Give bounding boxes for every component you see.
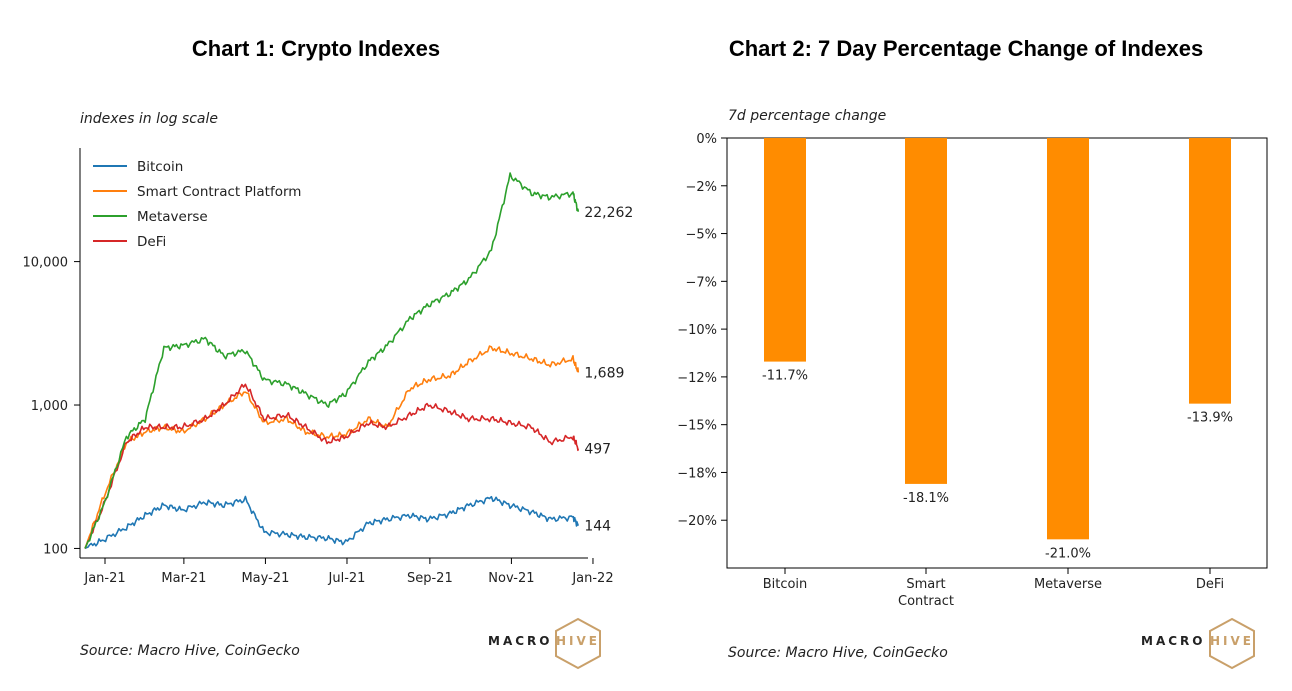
bar-bitcoin	[764, 138, 806, 362]
y-tick-label: −15%	[677, 419, 717, 434]
macrohive-logo-left: MACRO HIVE	[488, 617, 601, 670]
y-tick-label: −20%	[677, 514, 717, 529]
hexagon-icon	[555, 617, 601, 670]
category-label-metaverse: Metaverse	[1034, 577, 1102, 592]
line-metaverse	[84, 172, 580, 549]
value-label-bitcoin: -11.7%	[762, 369, 808, 384]
brand-hive-text: HIVE	[556, 634, 600, 648]
y-tick-label: 10,000	[23, 256, 69, 271]
y-tick-label: −12%	[677, 371, 717, 386]
chart1-x-ticks: Jan-21 Mar-21 May-21 Jul-21 Sep-21 Nov-21 Jan-…	[83, 558, 614, 586]
chart2-category-labels: Bitcoin Smart Contract Metaverse DeFi	[763, 568, 1224, 609]
chart2-value-labels: -11.7% -18.1% -21.0% -13.9%	[762, 369, 1233, 562]
y-tick-label: −2%	[685, 180, 717, 195]
x-tick-label: Jan-21	[83, 571, 125, 586]
chart2-bars	[764, 138, 1231, 540]
end-label-smart-contract-platform: 1,689	[584, 365, 624, 381]
chart1: Chart 1: Crypto Indexes indexes in log s…	[23, 36, 633, 670]
chart1-subtitle: indexes in log scale	[80, 111, 218, 127]
legend-label-smart-contract: Smart Contract Platform	[137, 184, 301, 200]
bar-defi	[1189, 138, 1231, 404]
line-defi	[84, 383, 580, 549]
chart2-plot-frame	[726, 137, 1268, 569]
chart2-title: Chart 2: 7 Day Percentage Change of Inde…	[729, 36, 1203, 61]
y-tick-label: 0%	[696, 132, 717, 147]
y-tick-label: 100	[43, 542, 68, 557]
brand-hive-text: HIVE	[1210, 634, 1254, 648]
line-bitcoin	[84, 495, 580, 550]
value-label-metaverse: -21.0%	[1045, 546, 1091, 561]
x-tick-label: Jul-21	[328, 571, 366, 586]
x-tick-label: Nov-21	[488, 571, 534, 586]
x-tick-label: Sep-21	[407, 571, 453, 586]
category-label-bitcoin: Bitcoin	[763, 577, 808, 592]
brand-macro-text: MACRO	[1141, 634, 1205, 648]
category-label-smart-contract: Smart Contract	[898, 577, 954, 609]
x-tick-label: Jan-22	[571, 571, 613, 586]
legend-label-metaverse: Metaverse	[137, 209, 208, 225]
end-label-bitcoin: 144	[584, 519, 611, 535]
chart2: Chart 2: 7 Day Percentage Change of Inde…	[677, 36, 1268, 670]
category-label-defi: DeFi	[1196, 577, 1224, 592]
chart2-y-ticks: 0% −2% −5% −7% −10% −12% −15% −18% −20%	[677, 132, 727, 529]
value-label-smart-contract: -18.1%	[903, 491, 949, 506]
x-tick-label: May-21	[241, 571, 289, 586]
x-tick-label: Mar-21	[161, 571, 206, 586]
bar-metaverse	[1047, 138, 1089, 540]
y-tick-label: −5%	[685, 228, 717, 243]
chart1-series	[84, 172, 580, 550]
y-tick-label: −18%	[677, 466, 717, 481]
y-tick-label: −10%	[677, 323, 717, 338]
end-label-metaverse: 22,262	[584, 205, 633, 221]
chart1-legend: Bitcoin Smart Contract Platform Metavers…	[93, 159, 301, 250]
legend-label-defi: DeFi	[137, 234, 166, 250]
y-tick-label: 1,000	[31, 399, 68, 414]
end-label-defi: 497	[584, 442, 611, 458]
chart1-y-ticks: 100 1,000 10,000	[23, 256, 80, 557]
value-label-defi: -13.9%	[1187, 411, 1233, 426]
brand-macro-text: MACRO	[488, 634, 552, 648]
chart1-end-labels: 144 1,689 497 22,262	[584, 205, 633, 535]
chart2-subtitle: 7d percentage change	[728, 108, 886, 124]
chart1-title: Chart 1: Crypto Indexes	[192, 36, 440, 61]
chart1-source: Source: Macro Hive, CoinGecko	[80, 643, 300, 659]
macrohive-logo-right: MACRO HIVE	[1141, 617, 1255, 670]
hexagon-icon	[1209, 617, 1255, 670]
line-smart-contract-platform	[84, 345, 580, 549]
bar-smart-contract	[905, 138, 947, 484]
chart2-source: Source: Macro Hive, CoinGecko	[728, 645, 948, 661]
y-tick-label: −7%	[685, 275, 717, 290]
legend-label-bitcoin: Bitcoin	[137, 159, 183, 175]
